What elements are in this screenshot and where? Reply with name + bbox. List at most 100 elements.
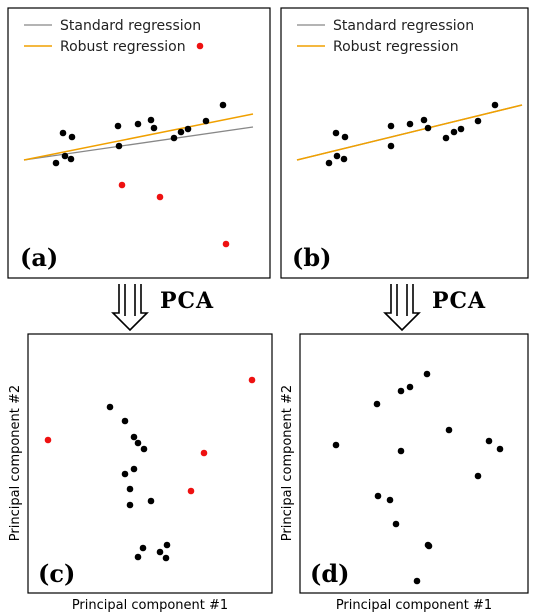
- panel-d-label: (d): [310, 559, 350, 588]
- panel-b-label: (b): [292, 243, 332, 272]
- panel-d-frame: [299, 333, 529, 594]
- inlier-point: [115, 142, 123, 150]
- panel-a-label: (a): [20, 243, 58, 272]
- inlier-point: [121, 417, 129, 425]
- inlier-point: [126, 501, 134, 509]
- inlier-point: [130, 465, 138, 473]
- inlier-point: [134, 120, 142, 128]
- panel-b-frame: [280, 7, 529, 279]
- inlier-point: [491, 101, 499, 109]
- panel-d-points: [332, 370, 504, 585]
- legend-outlier-dot: [196, 42, 204, 50]
- pca-label-left: PCA: [160, 288, 214, 314]
- panel-c-ylabel: Principal component #2: [8, 385, 23, 541]
- inlier-point: [340, 155, 348, 163]
- inlier-point: [219, 101, 227, 109]
- inlier-point: [121, 470, 129, 478]
- inlier-point: [387, 122, 395, 130]
- inlier-point: [140, 445, 148, 453]
- inlier-point: [496, 445, 504, 453]
- panel-a-points: [52, 101, 230, 248]
- inlier-point: [52, 159, 60, 167]
- panel-c-xlabel: Principal component #1: [72, 598, 228, 613]
- outlier-point: [156, 193, 164, 201]
- inlier-point: [374, 492, 382, 500]
- inlier-point: [392, 520, 400, 528]
- panel-c-frame: [27, 333, 273, 594]
- inlier-point: [184, 125, 192, 133]
- inlier-point: [474, 117, 482, 125]
- inlier-point: [106, 403, 114, 411]
- inlier-point: [397, 447, 405, 455]
- inlier-point: [325, 159, 333, 167]
- inlier-point: [341, 133, 349, 141]
- inlier-point: [68, 133, 76, 141]
- panel-c: (c) Principal component #1 Principal com…: [8, 333, 273, 613]
- inlier-point: [457, 125, 465, 133]
- double-arrow-down-icon: [111, 284, 149, 332]
- inlier-point: [397, 387, 405, 395]
- outlier-point: [187, 487, 195, 495]
- inlier-point: [59, 129, 67, 137]
- legend-standard-label: Standard regression: [60, 18, 201, 34]
- pca-arrow-right: PCA: [383, 284, 486, 332]
- legend-standard-label: Standard regression: [333, 18, 474, 34]
- panel-c-points: [44, 376, 256, 562]
- inlier-point: [134, 439, 142, 447]
- outlier-point: [200, 449, 208, 457]
- inlier-point: [67, 155, 75, 163]
- inlier-point: [386, 496, 394, 504]
- inlier-point: [150, 124, 158, 132]
- inlier-point: [424, 541, 432, 549]
- inlier-point: [202, 117, 210, 125]
- inlier-point: [413, 577, 421, 585]
- outlier-point: [222, 240, 230, 248]
- outlier-point: [44, 436, 52, 444]
- outlier-point: [248, 376, 256, 384]
- panel-d-xlabel: Principal component #1: [336, 598, 492, 613]
- panel-b: Standard regression Robust regression (b…: [280, 7, 529, 279]
- inlier-point: [406, 383, 414, 391]
- inlier-point: [406, 120, 414, 128]
- inlier-point: [134, 553, 142, 561]
- inlier-point: [126, 485, 134, 493]
- panel-d: (d) Principal component #1 Principal com…: [280, 333, 529, 613]
- robust-regression-line: [296, 104, 523, 161]
- inlier-point: [163, 541, 171, 549]
- inlier-point: [387, 142, 395, 150]
- inlier-point: [445, 426, 453, 434]
- outlier-point: [118, 181, 126, 189]
- inlier-point: [177, 128, 185, 136]
- inlier-point: [156, 548, 164, 556]
- panel-b-points: [325, 101, 499, 167]
- robust-regression-line: [23, 113, 254, 161]
- inlier-point: [373, 400, 381, 408]
- inlier-point: [61, 152, 69, 160]
- panel-d-ylabel: Principal component #2: [280, 385, 295, 541]
- inlier-point: [332, 129, 340, 137]
- inlier-point: [147, 497, 155, 505]
- inlier-point: [162, 554, 170, 562]
- inlier-point: [139, 544, 147, 552]
- inlier-point: [474, 472, 482, 480]
- double-arrow-down-icon: [383, 284, 421, 332]
- inlier-point: [485, 437, 493, 445]
- inlier-point: [170, 134, 178, 142]
- inlier-point: [450, 128, 458, 136]
- legend-robust-label: Robust regression: [333, 39, 459, 55]
- panel-a: Standard regression Robust regression (a…: [7, 7, 271, 279]
- pca-label-right: PCA: [432, 288, 486, 314]
- legend-robust-label: Robust regression: [60, 39, 186, 55]
- pca-arrow-left: PCA: [111, 284, 214, 332]
- inlier-point: [147, 116, 155, 124]
- inlier-point: [423, 370, 431, 378]
- panel-c-label: (c): [38, 559, 75, 588]
- inlier-point: [442, 134, 450, 142]
- inlier-point: [333, 152, 341, 160]
- inlier-point: [114, 122, 122, 130]
- inlier-point: [130, 433, 138, 441]
- inlier-point: [420, 116, 428, 124]
- inlier-point: [424, 124, 432, 132]
- inlier-point: [332, 441, 340, 449]
